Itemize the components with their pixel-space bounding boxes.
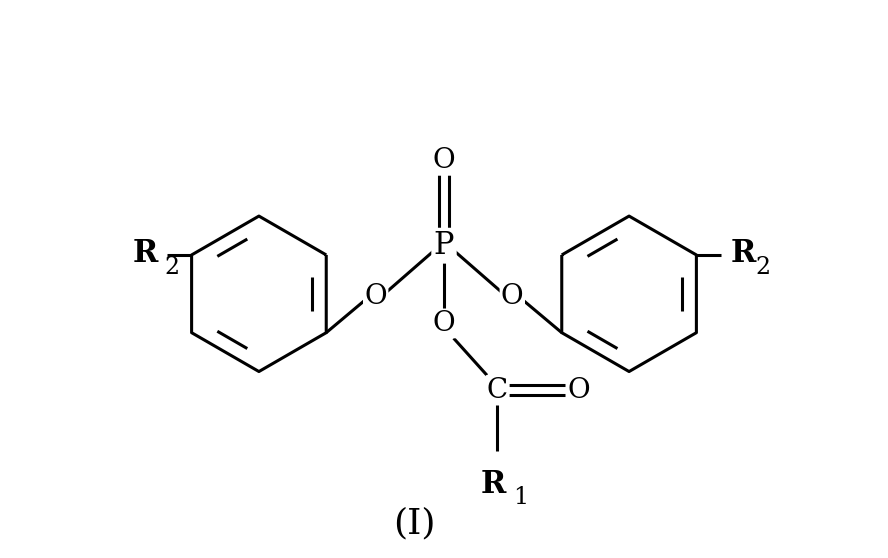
Text: C: C	[487, 377, 508, 403]
Text: O: O	[432, 310, 456, 337]
Text: O: O	[364, 283, 387, 310]
Text: R: R	[731, 238, 756, 269]
Text: O: O	[501, 283, 524, 310]
Text: R: R	[132, 238, 157, 269]
Text: 2: 2	[165, 256, 180, 279]
Text: (I): (I)	[393, 506, 436, 540]
Text: R: R	[481, 469, 506, 501]
Text: O: O	[432, 147, 456, 174]
Text: P: P	[433, 230, 455, 261]
Text: 1: 1	[513, 486, 528, 509]
Text: O: O	[567, 377, 590, 403]
Text: 2: 2	[756, 256, 771, 279]
